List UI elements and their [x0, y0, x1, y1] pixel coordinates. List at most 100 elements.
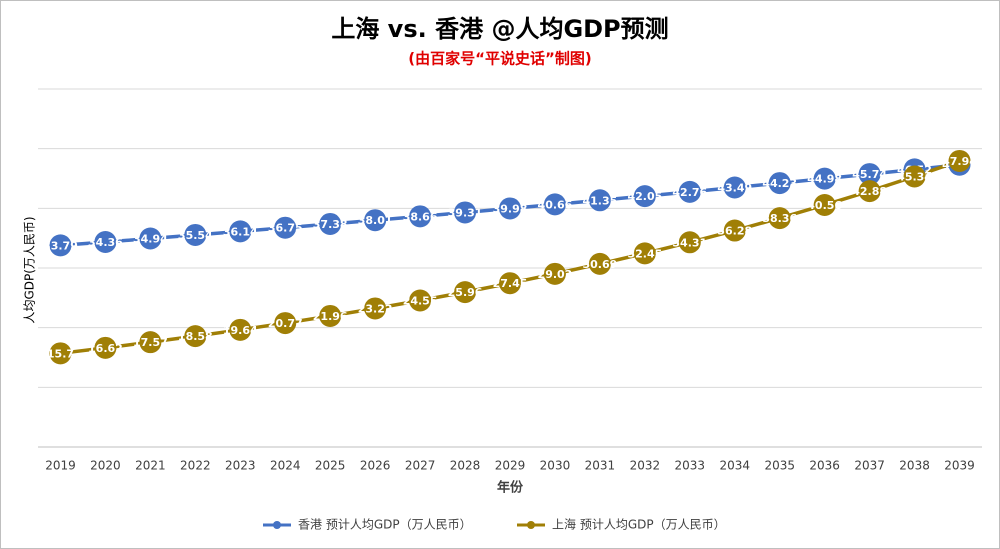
data-label: 30.69	[583, 258, 618, 271]
data-label: 36.28	[717, 225, 752, 238]
data-point	[139, 227, 162, 250]
x-tick-label: 2029	[495, 459, 526, 473]
data-label: 39.98	[493, 202, 528, 215]
data-point	[678, 180, 701, 203]
data-label: 23.22	[358, 302, 393, 315]
data-label: 34.31	[672, 236, 707, 249]
x-tick-label: 2033	[675, 459, 706, 473]
data-point	[184, 325, 207, 348]
data-label: 32.45	[627, 247, 662, 260]
data-point	[319, 212, 342, 235]
x-tick-label: 2035	[764, 459, 795, 473]
x-tick-label: 2039	[944, 459, 975, 473]
data-label: 36.75	[268, 222, 303, 235]
data-point	[633, 242, 656, 265]
x-tick-label: 2028	[450, 459, 481, 473]
data-label: 19.64	[223, 324, 258, 337]
data-point	[813, 167, 836, 190]
x-tick-label: 2034	[719, 459, 750, 473]
data-label: 16.62	[88, 342, 123, 355]
data-point	[499, 272, 521, 295]
data-label: 33.79	[43, 239, 78, 252]
data-point	[274, 312, 297, 335]
data-label: 42.88	[852, 185, 887, 198]
data-point	[499, 197, 521, 220]
data-point	[49, 234, 72, 257]
data-label: 18.58	[178, 330, 213, 343]
data-label: 27.45	[493, 277, 528, 290]
data-label: 38.36	[762, 212, 797, 225]
data-point	[768, 172, 791, 195]
y-axis-title: 人均GDP(万人民币)	[23, 216, 37, 323]
data-label: 20.77	[268, 317, 303, 330]
data-label: 45.34	[897, 170, 932, 183]
data-label: 41.35	[583, 194, 618, 207]
data-label: 38.66	[403, 210, 438, 223]
data-label: 44.98	[807, 173, 842, 186]
x-tick-label: 2023	[225, 459, 256, 473]
data-label: 39.31	[448, 206, 483, 219]
legend-marker	[273, 521, 281, 529]
data-point	[768, 207, 791, 230]
data-label: 25.96	[448, 286, 483, 299]
data-point	[588, 189, 611, 212]
legend-marker	[527, 521, 535, 529]
x-tick-label: 2031	[585, 459, 616, 473]
data-point	[723, 219, 746, 242]
data-point	[678, 231, 701, 254]
data-label: 29.02	[538, 268, 573, 281]
data-label: 34.36	[88, 236, 123, 249]
x-tick-label: 2025	[315, 459, 346, 473]
data-point	[364, 297, 387, 320]
data-point	[858, 180, 881, 203]
legend-label: 香港 预计人均GDP（万人民币）	[298, 518, 472, 532]
chart-subtitle: (由百家号“平说史话”制图)	[408, 50, 591, 68]
data-point	[454, 201, 477, 224]
x-tick-label: 2021	[135, 459, 166, 473]
data-point	[49, 342, 72, 365]
data-point	[948, 149, 971, 172]
data-label: 42.05	[627, 190, 662, 203]
data-point	[274, 216, 297, 239]
data-label: 34.94	[133, 233, 168, 246]
data-label: 37.38	[313, 218, 348, 231]
x-tick-label: 2032	[630, 459, 661, 473]
data-point	[903, 165, 926, 188]
x-tick-label: 2038	[899, 459, 930, 473]
x-tick-label: 2027	[405, 459, 436, 473]
data-label: 43.49	[717, 182, 752, 195]
x-tick-label: 2026	[360, 459, 391, 473]
data-point	[184, 223, 207, 246]
data-point	[409, 205, 432, 228]
data-point	[319, 304, 342, 327]
data-point	[543, 262, 566, 285]
data-label: 24.55	[403, 295, 438, 308]
x-tick-label: 2019	[45, 459, 76, 473]
x-tick-label: 2037	[854, 459, 885, 473]
x-tick-label: 2024	[270, 459, 301, 473]
data-label: 47.94	[942, 155, 977, 168]
x-tick-label: 2020	[90, 459, 121, 473]
data-label: 42.76	[672, 186, 707, 199]
x-tick-label: 2022	[180, 459, 211, 473]
data-point	[94, 336, 117, 359]
data-point	[858, 163, 881, 186]
data-label: 45.74	[852, 168, 887, 181]
data-point	[723, 176, 746, 199]
data-point	[813, 193, 836, 216]
data-point	[94, 230, 117, 253]
data-label: 38.01	[358, 214, 393, 227]
data-point	[454, 281, 477, 304]
x-tick-label: 2036	[809, 459, 840, 473]
data-point	[633, 185, 656, 208]
data-label: 15.7	[47, 347, 74, 360]
data-label: 40.56	[807, 199, 842, 212]
data-label: 35.54	[178, 229, 213, 242]
x-axis-title: 年份	[497, 480, 524, 496]
data-label: 40.66	[538, 198, 573, 211]
data-point	[364, 209, 387, 232]
chart-title: 上海 vs. 香港 @人均GDP预测	[331, 15, 668, 43]
legend-label: 上海 预计人均GDP（万人民币）	[552, 517, 726, 532]
